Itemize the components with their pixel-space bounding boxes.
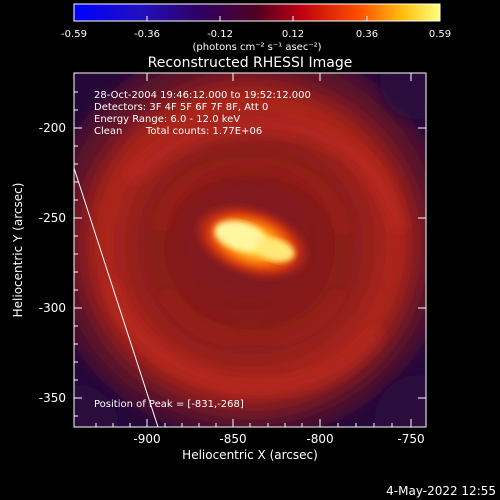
colorbar-tick-label: -0.12 (207, 29, 233, 40)
x-axis-label: Heliocentric X (arcsec) (182, 448, 318, 462)
colorbar-tick-label: 0.12 (282, 29, 304, 40)
info-time-range: 28-Oct-2004 19:46:12.000 to 19:52:12.000 (94, 90, 311, 101)
y-tick-label: -350 (39, 391, 66, 405)
solar-limb-line (74, 167, 159, 427)
y-axis-ticks (74, 91, 426, 417)
info-energy-range: Energy Range: 6.0 - 12.0 keV (94, 114, 240, 125)
info-total-counts: Total counts: 1.77E+06 (145, 126, 262, 137)
x-tick-label: -750 (397, 432, 424, 446)
peak-position: Position of Peak = [-831,-268] (94, 399, 244, 410)
x-axis-ticks (95, 73, 412, 427)
timestamp: 4-May-2022 12:55 (386, 484, 496, 498)
plot-title: Reconstructed RHESSI Image (148, 55, 353, 71)
y-tick-label: -200 (39, 121, 66, 135)
x-tick-label: -800 (306, 432, 333, 446)
rhessi-image-map (74, 73, 426, 427)
colorbar-tick-label: -0.36 (134, 29, 160, 40)
colorbar-tick-label: 0.36 (356, 29, 378, 40)
y-axis-label: Heliocentric Y (arcsec) (11, 183, 25, 318)
colorbar-tick-label: 0.59 (429, 29, 451, 40)
y-tick-label: -300 (39, 301, 66, 315)
colorbar (73, 3, 441, 22)
y-tick-label: -250 (39, 211, 66, 225)
colorbar-tick-label: -0.59 (61, 29, 87, 40)
x-tick-label: -900 (133, 432, 160, 446)
colorbar-unit-label: (photons cm⁻² s⁻¹ asec⁻²) (192, 42, 321, 53)
colorbar-ticks (73, 16, 441, 21)
x-tick-label: -850 (219, 432, 246, 446)
info-detectors: Detectors: 3F 4F 5F 6F 7F 8F, Att 0 (94, 102, 268, 113)
info-clean: Clean (94, 126, 122, 137)
